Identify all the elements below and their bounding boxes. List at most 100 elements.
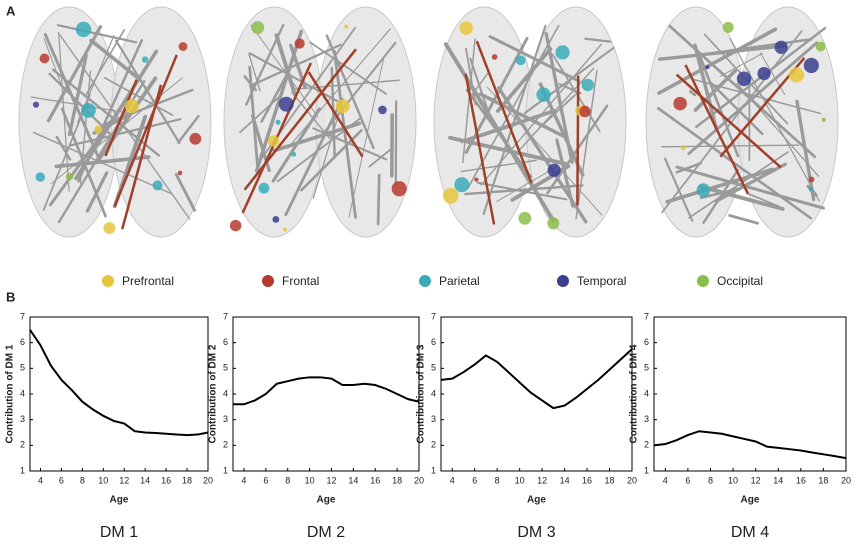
node	[275, 119, 281, 125]
legend-swatch	[697, 275, 709, 287]
y-tick-label: 6	[431, 337, 436, 347]
y-tick-label: 1	[644, 465, 649, 475]
key-connection	[675, 73, 782, 169]
connection	[48, 107, 122, 207]
node	[272, 216, 280, 223]
legend-label: Occipital	[717, 274, 763, 288]
node	[177, 170, 183, 176]
node	[178, 42, 188, 51]
connection	[719, 52, 763, 77]
y-tick-label: 3	[20, 414, 25, 424]
connection	[85, 171, 109, 213]
node	[39, 53, 50, 64]
y-tick-label: 7	[431, 311, 436, 321]
node	[335, 99, 350, 114]
connection	[103, 76, 174, 117]
node	[705, 65, 710, 70]
brain	[645, 6, 839, 238]
y-tick-label: 7	[644, 311, 649, 321]
legend-label: Temporal	[577, 274, 626, 288]
legend-label: Frontal	[282, 274, 319, 288]
legend-swatch	[557, 275, 569, 287]
x-tick-label: 16	[582, 475, 592, 485]
node	[788, 67, 805, 83]
data-line	[653, 430, 847, 460]
key-connection	[121, 84, 163, 230]
node	[459, 21, 473, 35]
plot-frame	[440, 316, 633, 472]
connection	[675, 165, 825, 210]
node	[808, 186, 814, 192]
connection	[661, 30, 803, 214]
node	[344, 24, 349, 29]
y-tick-label: 2	[644, 440, 649, 450]
connection	[274, 33, 297, 97]
connection	[43, 38, 63, 87]
connection	[555, 138, 575, 208]
node	[579, 105, 591, 118]
x-tick-label: 4	[450, 475, 455, 485]
y-tick-label: 2	[431, 440, 436, 450]
node	[808, 176, 815, 183]
x-tick-label: 8	[80, 475, 85, 485]
node	[267, 135, 280, 147]
node	[454, 177, 470, 193]
x-tick-label: 14	[560, 475, 570, 485]
node	[547, 163, 561, 177]
node	[291, 151, 297, 157]
connection	[276, 117, 362, 183]
y-tick-label: 6	[223, 337, 228, 347]
node	[536, 87, 551, 102]
connection	[728, 214, 760, 225]
node	[35, 172, 46, 182]
node	[152, 180, 163, 191]
node	[278, 96, 294, 112]
data-line	[440, 348, 633, 410]
legend-label: Prefrontal	[122, 274, 174, 288]
x-tick-label: 10	[98, 475, 108, 485]
chart-caption: DM 1	[100, 524, 138, 541]
node	[94, 125, 103, 134]
connection	[464, 184, 584, 196]
node	[229, 219, 242, 232]
connection	[177, 115, 200, 144]
node	[581, 78, 594, 92]
connection	[687, 41, 819, 156]
chart-caption: DM 4	[731, 524, 769, 541]
node	[124, 99, 139, 114]
connection	[657, 27, 778, 95]
connection	[239, 93, 284, 134]
x-tick-label: 20	[627, 475, 637, 485]
node	[680, 144, 687, 151]
y-tick-label: 1	[20, 465, 25, 475]
panel-label: A	[6, 3, 16, 18]
y-tick-label: 4	[644, 388, 649, 398]
x-tick-label: 12	[751, 475, 761, 485]
y-tick-label: 4	[223, 388, 228, 398]
connection	[271, 107, 321, 183]
connection	[551, 53, 601, 133]
y-tick-label: 3	[644, 414, 649, 424]
node	[65, 172, 74, 181]
legend-label: Parietal	[439, 274, 480, 288]
node	[722, 21, 734, 33]
plot-frame	[653, 316, 847, 472]
x-tick-label: 12	[326, 475, 336, 485]
node	[81, 103, 96, 118]
y-tick-label: 7	[20, 311, 25, 321]
x-tick-label: 20	[841, 475, 851, 485]
connection	[245, 23, 285, 106]
node	[141, 56, 149, 63]
legend-swatch	[262, 275, 274, 287]
legend-swatch	[102, 275, 114, 287]
connection	[55, 135, 72, 161]
y-tick-label: 4	[431, 388, 436, 398]
node	[282, 227, 288, 232]
connection	[325, 34, 375, 150]
connection	[174, 173, 197, 212]
x-tick-label: 8	[285, 475, 290, 485]
connection	[30, 96, 131, 114]
x-tick-label: 8	[495, 475, 500, 485]
connection	[89, 38, 141, 81]
